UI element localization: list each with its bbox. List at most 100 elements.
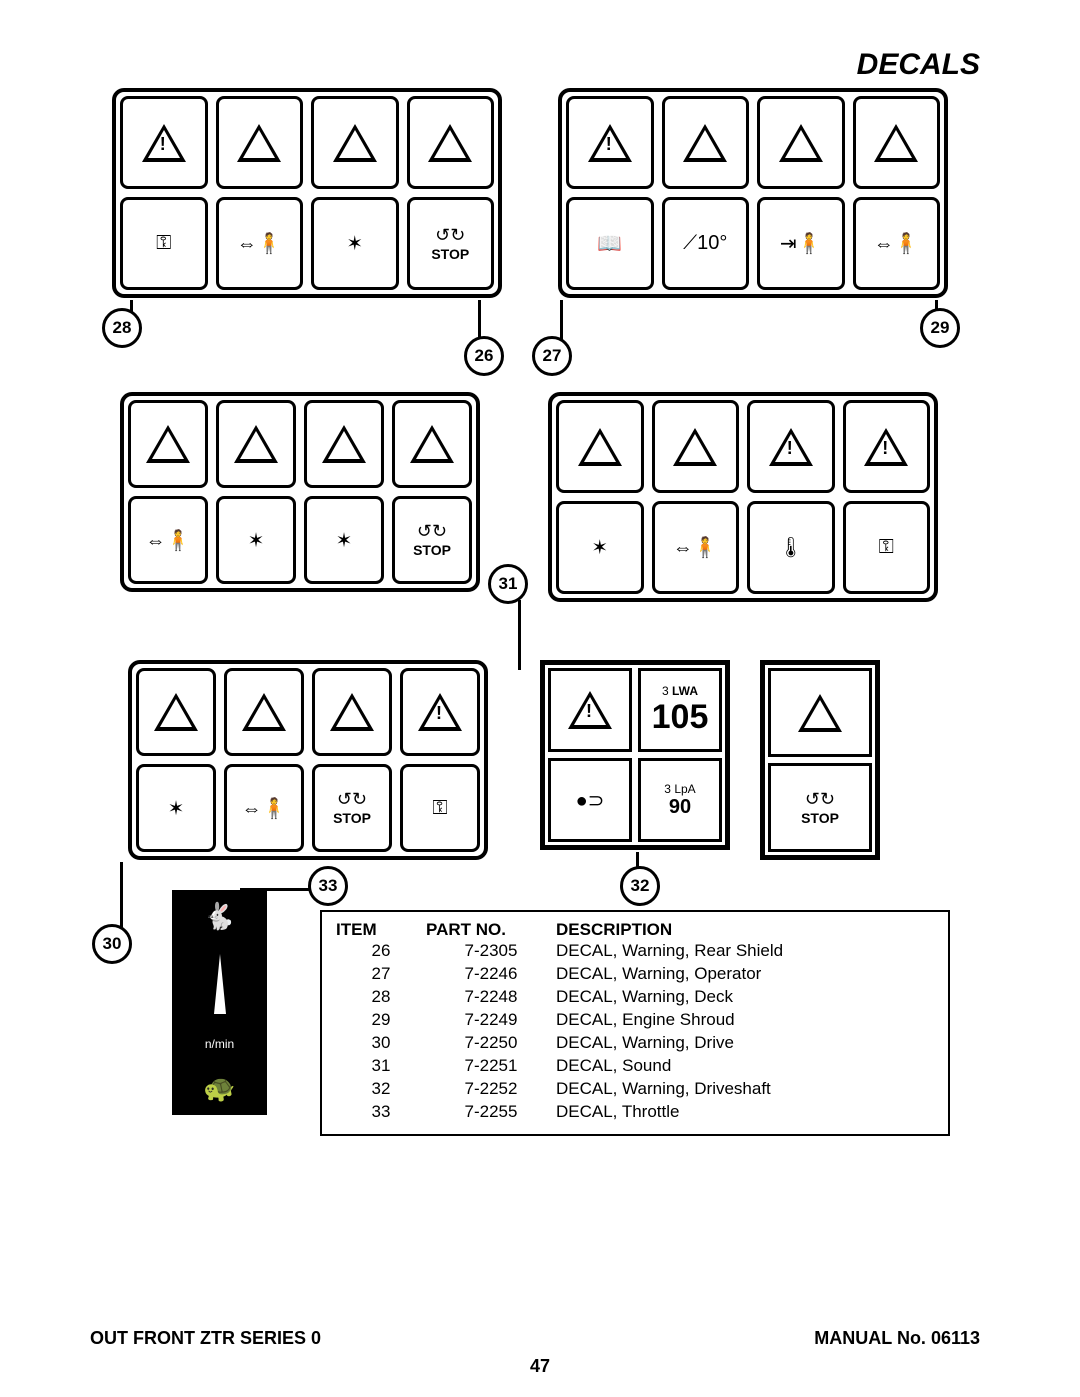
warning-triangle-icon bbox=[747, 400, 835, 493]
table-row: 337-2255DECAL, Throttle bbox=[336, 1101, 934, 1124]
cell-desc: DECAL, Engine Shroud bbox=[556, 1009, 934, 1032]
nmin-label: n/min bbox=[205, 1037, 234, 1051]
decal-panel-26: ⇔🧍 ✶ ✶ ↺↻ STOP bbox=[120, 392, 480, 592]
callout-bubble-26: 26 bbox=[464, 336, 504, 376]
warning-triangle-icon bbox=[311, 96, 399, 189]
cell-part: 7-2251 bbox=[426, 1055, 556, 1078]
table-row: 307-2250DECAL, Warning, Drive bbox=[336, 1032, 934, 1055]
table-row: 287-2248DECAL, Warning, Deck bbox=[336, 986, 934, 1009]
decal-panel-33-throttle: 🐇 n/min 🐢 bbox=[172, 890, 267, 1115]
rotating-blade-icon: ✶ bbox=[311, 197, 399, 290]
rotating-blade-icon: ✶ bbox=[304, 496, 384, 584]
warning-triangle-icon bbox=[757, 96, 845, 189]
stop-rotation-icon: ↺↻ STOP bbox=[768, 763, 872, 852]
cell-part: 7-2249 bbox=[426, 1009, 556, 1032]
warning-triangle-icon bbox=[407, 96, 495, 189]
decal-panel-29: 📖 ⟋10° ⇥🧍 ⇔🧍 bbox=[558, 88, 948, 298]
warning-triangle-icon bbox=[392, 400, 472, 488]
cell-item: 33 bbox=[336, 1101, 426, 1124]
col-desc: DESCRIPTION bbox=[556, 920, 934, 940]
cell-item: 31 bbox=[336, 1055, 426, 1078]
warning-triangle-icon bbox=[224, 668, 304, 756]
warning-triangle-icon bbox=[566, 96, 654, 189]
warning-triangle-icon bbox=[216, 400, 296, 488]
footer-page-number: 47 bbox=[0, 1356, 1080, 1377]
stop-rotation-icon: ↺↻ STOP bbox=[392, 496, 472, 584]
col-item: ITEM bbox=[336, 920, 426, 940]
cell-item: 32 bbox=[336, 1078, 426, 1101]
person-distance-icon: ⇔🧍 bbox=[128, 496, 208, 584]
throttle-scale-icon bbox=[214, 954, 226, 1014]
warning-triangle-icon bbox=[136, 668, 216, 756]
table-row: 267-2305DECAL, Warning, Rear Shield bbox=[336, 940, 934, 963]
decal-panel-30: ✶ ⇔🧍 ↺↻ STOP ⚿ bbox=[128, 660, 488, 860]
callout-bubble-27: 27 bbox=[532, 336, 572, 376]
cell-part: 7-2248 bbox=[426, 986, 556, 1009]
cell-desc: DECAL, Warning, Operator bbox=[556, 963, 934, 986]
decal-panel-27: ✶ ⇔🧍 🌡 ⚿ bbox=[548, 392, 938, 602]
warning-triangle-icon bbox=[652, 400, 740, 493]
cell-desc: DECAL, Warning, Deck bbox=[556, 986, 934, 1009]
cell-item: 27 bbox=[336, 963, 426, 986]
callout-bubble-31: 31 bbox=[488, 564, 528, 604]
lwa-rating: 3 LWA 105 bbox=[638, 668, 722, 752]
warning-triangle-icon bbox=[843, 400, 931, 493]
table-row: 297-2249DECAL, Engine Shroud bbox=[336, 1009, 934, 1032]
warning-triangle-icon bbox=[216, 96, 304, 189]
warning-triangle-icon bbox=[556, 400, 644, 493]
person-distance-icon: ⇔🧍 bbox=[216, 197, 304, 290]
person-distance-icon: ⇔🧍 bbox=[224, 764, 304, 852]
cell-item: 28 bbox=[336, 986, 426, 1009]
page-title: DECALS bbox=[857, 48, 980, 82]
cell-desc: DECAL, Warning, Driveshaft bbox=[556, 1078, 934, 1101]
parts-table: ITEM PART NO. DESCRIPTION 267-2305DECAL,… bbox=[320, 910, 950, 1136]
cell-item: 26 bbox=[336, 940, 426, 963]
warning-triangle-icon bbox=[400, 668, 480, 756]
turtle-slow-icon: 🐢 bbox=[203, 1073, 235, 1104]
warning-triangle-icon bbox=[120, 96, 208, 189]
slope-icon: ⟋10° bbox=[662, 197, 750, 290]
footer-model: OUT FRONT ZTR SERIES 0 bbox=[90, 1328, 321, 1349]
cell-desc: DECAL, Throttle bbox=[556, 1101, 934, 1124]
cell-desc: DECAL, Warning, Rear Shield bbox=[556, 940, 934, 963]
parts-table-header: ITEM PART NO. DESCRIPTION bbox=[336, 920, 934, 940]
warning-triangle-icon bbox=[128, 400, 208, 488]
table-row: 317-2251DECAL, Sound bbox=[336, 1055, 934, 1078]
rotating-blade-icon: ✶ bbox=[136, 764, 216, 852]
warning-triangle-icon bbox=[304, 400, 384, 488]
ear-protection-icon: ●⊃ bbox=[548, 758, 632, 842]
cell-part: 7-2246 bbox=[426, 963, 556, 986]
page: DECALS ⚿ ⇔🧍 ✶ ↺↻ STOP 📖 ⟋10° ⇥🧍 ⇔🧍 ⇔🧍 ✶ … bbox=[0, 0, 1080, 1397]
footer-manual: MANUAL No. 06113 bbox=[814, 1328, 980, 1349]
parts-table-body: 267-2305DECAL, Warning, Rear Shield277-2… bbox=[336, 940, 934, 1124]
warning-triangle-icon bbox=[312, 668, 392, 756]
cell-part: 7-2250 bbox=[426, 1032, 556, 1055]
cell-part: 7-2252 bbox=[426, 1078, 556, 1101]
stop-rotation-icon: ↺↻ STOP bbox=[407, 197, 495, 290]
decal-panel-31-sound: 3 LWA 105 ●⊃ 3 LpA 90 bbox=[540, 660, 730, 850]
leader-line bbox=[518, 600, 521, 670]
decal-panel-32-driveshaft: ↺↻ STOP bbox=[760, 660, 880, 860]
callout-bubble-32: 32 bbox=[620, 866, 660, 906]
callout-bubble-30: 30 bbox=[92, 924, 132, 964]
runover-icon: ⇥🧍 bbox=[757, 197, 845, 290]
table-row: 277-2246DECAL, Warning, Operator bbox=[336, 963, 934, 986]
cell-desc: DECAL, Sound bbox=[556, 1055, 934, 1078]
cell-item: 30 bbox=[336, 1032, 426, 1055]
key-icon: ⚿ bbox=[120, 197, 208, 290]
hot-surface-icon: 🌡 bbox=[747, 501, 835, 594]
cell-desc: DECAL, Warning, Drive bbox=[556, 1032, 934, 1055]
key-icon: ⚿ bbox=[843, 501, 931, 594]
person-distance-icon: ⇔🧍 bbox=[853, 197, 941, 290]
cell-part: 7-2305 bbox=[426, 940, 556, 963]
rabbit-fast-icon: 🐇 bbox=[203, 901, 235, 932]
lpa-rating: 3 LpA 90 bbox=[638, 758, 722, 842]
rotating-blade-icon: ✶ bbox=[216, 496, 296, 584]
stop-rotation-icon: ↺↻ STOP bbox=[312, 764, 392, 852]
callout-bubble-29: 29 bbox=[920, 308, 960, 348]
rotating-blade-icon: ✶ bbox=[556, 501, 644, 594]
callout-bubble-28: 28 bbox=[102, 308, 142, 348]
cell-item: 29 bbox=[336, 1009, 426, 1032]
table-row: 327-2252DECAL, Warning, Driveshaft bbox=[336, 1078, 934, 1101]
decal-panel-28: ⚿ ⇔🧍 ✶ ↺↻ STOP bbox=[112, 88, 502, 298]
